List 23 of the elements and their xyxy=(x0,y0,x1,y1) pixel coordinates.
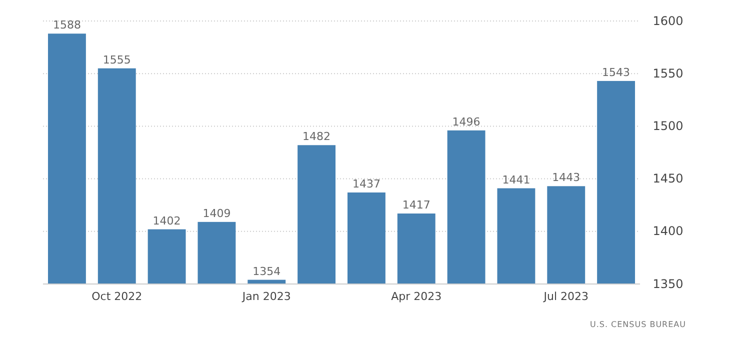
data-label: 1417 xyxy=(402,198,430,212)
x-tick-label: Jul 2023 xyxy=(542,290,589,303)
data-label: 1543 xyxy=(602,66,630,79)
data-label: 1437 xyxy=(352,177,380,190)
y-tick-label: 1550 xyxy=(652,66,684,80)
y-tick-label: 1450 xyxy=(652,172,684,186)
x-tick-label: Jan 2023 xyxy=(241,290,291,303)
y-tick-label: 1350 xyxy=(652,276,684,291)
data-label: 1402 xyxy=(152,214,181,228)
y-tick-label: 1500 xyxy=(652,119,684,134)
data-label: 1555 xyxy=(102,53,131,66)
data-label: 1441 xyxy=(502,173,530,186)
y-tick-label: 1400 xyxy=(652,224,684,238)
data-label: 1354 xyxy=(252,264,281,278)
text: U.S. CENSUS BUREAU xyxy=(590,320,686,329)
data-label: 1588 xyxy=(52,18,81,32)
data-label: 1496 xyxy=(452,115,480,128)
data-label: 1482 xyxy=(302,130,331,144)
x-tick-label: Apr 2023 xyxy=(391,290,442,303)
data-label: 1443 xyxy=(552,171,580,184)
data-label: 1409 xyxy=(202,206,231,220)
y-tick-label: 1600 xyxy=(652,14,684,28)
x-tick-label: Oct 2022 xyxy=(92,290,142,303)
